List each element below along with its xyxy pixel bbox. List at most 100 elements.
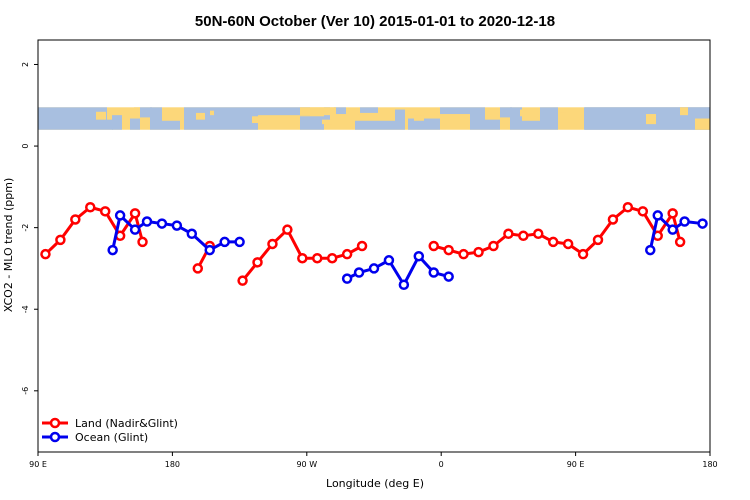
y-tick-label: -6 [21,387,30,395]
map-land-patch [210,110,214,116]
map-land-patch [300,107,336,116]
map-ocean-patch [522,120,540,130]
data-point [443,244,454,256]
data-point [398,279,410,291]
map-ocean-patch [140,107,152,118]
data-point [667,208,678,219]
data-point [70,214,81,225]
x-tick-label: 90 E [567,460,585,469]
data-point [341,248,353,260]
data-point [267,238,278,250]
data-point [383,255,395,266]
data-point [204,244,215,256]
world-map-strip [38,107,710,130]
x-tick-label: 180 [702,460,717,469]
map-ocean-patch [38,107,107,130]
series-line [44,205,144,256]
data-point [192,263,204,274]
data-point [562,238,574,250]
data-point [156,218,168,229]
data-point [40,248,51,260]
data-point [237,275,248,286]
legend-land-label: Land (Nadir&Glint) [75,417,178,430]
map-land-patch [134,107,140,117]
data-point [85,201,96,213]
data-point [356,240,368,252]
series-layer [40,201,708,291]
map-ocean-patch [485,119,500,130]
data-point [107,244,118,256]
x-axis: 90 E 180 90 W 0 90 E 180 [29,452,718,469]
data-point [503,228,514,240]
data-point [297,252,308,264]
data-point [129,224,141,235]
data-point [547,236,559,248]
data-point [458,248,469,260]
map-ocean-patch [360,107,378,113]
series-ocean [107,210,708,291]
map-ocean-patch [395,109,405,130]
x-tick-label: 90 E [29,460,47,469]
legend-land-marker [49,417,61,429]
data-point [141,216,153,227]
map-ocean-patch [130,118,140,130]
map-ocean-patch [408,118,440,130]
data-point [667,224,678,235]
y-tick-label: -2 [21,224,30,232]
series-land [40,201,686,286]
data-point [577,248,589,260]
map-ocean-patch [470,107,485,130]
map-ocean-patch [258,107,310,116]
data-point [99,206,111,217]
map-ocean-patch [107,119,113,130]
data-point [428,267,439,278]
data-point [622,201,634,213]
map-land-patch [196,112,205,120]
map-land-patch [322,119,332,125]
data-point [533,228,544,240]
x-tick-label: 180 [165,460,180,469]
y-axis-label: XCO2 - MLO trend (ppm) [2,178,15,313]
data-point [114,210,126,221]
data-point [518,230,529,242]
legend-ocean-label: Ocean (Glint) [75,431,148,444]
data-point [171,220,183,231]
data-point [137,236,148,248]
map-land-patch [680,107,688,116]
map-land-patch [414,115,424,121]
data-point [697,218,708,229]
y-tick-label: 2 [21,62,30,67]
x-axis-label: Longitude (deg E) [326,477,424,490]
legend-ocean-marker [49,431,61,443]
map-land-patch [695,118,710,130]
y-axis: 2 0 -2 -4 -6 [21,62,38,395]
x-tick-label: 90 W [296,460,317,469]
y-tick-label: 0 [21,144,30,149]
map-land-patch [252,116,262,124]
map-ocean-patch [355,120,395,130]
map-land-patch [96,111,106,120]
data-point [219,236,230,248]
data-point [282,224,293,235]
data-point [473,246,484,258]
data-point [312,252,323,264]
map-ocean-patch [440,107,470,115]
data-point [443,271,454,282]
series-line [111,213,240,252]
map-land-patch [646,114,656,125]
data-point [679,216,690,227]
data-point [326,252,338,264]
data-point [186,228,198,240]
data-point [413,250,425,262]
data-point [592,234,604,246]
map-ocean-patch [184,107,258,130]
data-point [368,263,380,274]
map-ocean-patch [112,115,122,130]
map-ocean-patch [150,107,162,130]
data-point [234,236,245,248]
data-point [488,240,499,252]
data-point [353,267,365,278]
map-ocean-patch [334,107,346,115]
map-ocean-patch [162,120,180,130]
